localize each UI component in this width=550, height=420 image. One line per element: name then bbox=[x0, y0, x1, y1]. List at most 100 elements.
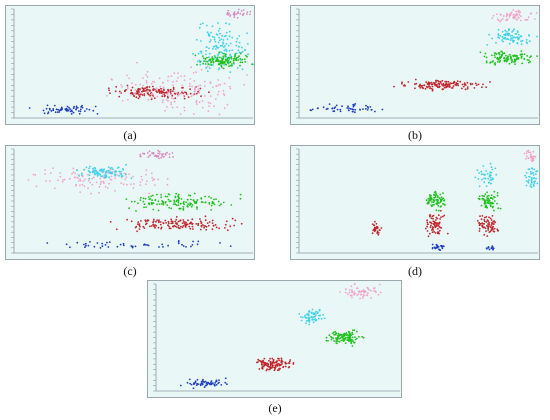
data-point bbox=[441, 83, 443, 86]
data-point bbox=[483, 195, 485, 197]
data-point bbox=[226, 13, 229, 16]
data-point bbox=[512, 29, 514, 32]
data-point bbox=[336, 337, 338, 339]
data-point bbox=[536, 170, 539, 173]
data-point bbox=[229, 245, 232, 247]
data-point bbox=[484, 52, 487, 55]
data-point bbox=[197, 224, 200, 227]
cluster-green bbox=[477, 190, 502, 212]
data-point bbox=[177, 204, 180, 206]
data-point bbox=[190, 198, 192, 201]
data-point bbox=[455, 84, 458, 87]
data-point bbox=[487, 200, 490, 203]
data-point bbox=[213, 36, 216, 39]
data-point bbox=[108, 89, 110, 92]
data-point bbox=[89, 241, 91, 243]
data-point bbox=[109, 92, 111, 95]
data-point bbox=[79, 179, 82, 182]
data-point bbox=[512, 54, 514, 57]
data-point bbox=[98, 191, 100, 194]
data-point bbox=[491, 177, 494, 180]
data-point bbox=[325, 336, 328, 339]
data-point bbox=[182, 202, 185, 204]
data-point bbox=[239, 58, 242, 60]
data-point bbox=[131, 92, 134, 94]
data-point bbox=[164, 153, 167, 156]
data-point bbox=[229, 53, 232, 56]
data-point bbox=[61, 180, 64, 183]
data-point bbox=[181, 243, 183, 246]
data-point bbox=[485, 170, 487, 172]
data-point bbox=[181, 90, 184, 92]
data-point bbox=[130, 93, 133, 96]
data-point bbox=[361, 297, 364, 299]
data-point bbox=[478, 224, 481, 227]
data-point bbox=[201, 100, 204, 102]
data-point bbox=[434, 192, 437, 194]
data-point bbox=[145, 206, 147, 208]
data-point bbox=[504, 34, 507, 37]
data-point bbox=[517, 33, 520, 36]
data-point bbox=[209, 59, 212, 62]
data-point bbox=[362, 108, 364, 110]
data-point bbox=[243, 48, 246, 51]
data-point bbox=[167, 100, 170, 102]
data-point bbox=[102, 180, 105, 183]
data-point bbox=[180, 198, 183, 200]
data-point bbox=[190, 383, 193, 386]
data-point bbox=[71, 172, 73, 175]
data-point bbox=[139, 184, 142, 187]
data-point bbox=[461, 87, 463, 90]
data-point bbox=[438, 249, 441, 251]
data-point bbox=[182, 206, 185, 208]
data-point bbox=[149, 154, 152, 156]
data-point bbox=[491, 17, 494, 20]
data-point bbox=[279, 363, 282, 366]
data-point bbox=[482, 226, 484, 229]
data-point bbox=[490, 224, 493, 226]
data-point bbox=[305, 319, 308, 322]
data-point bbox=[218, 36, 221, 39]
data-point bbox=[478, 230, 481, 232]
data-point bbox=[206, 31, 209, 34]
data-point bbox=[300, 319, 303, 322]
data-point bbox=[186, 205, 189, 208]
data-point bbox=[144, 197, 147, 200]
data-point bbox=[289, 359, 292, 361]
data-point bbox=[347, 105, 349, 108]
cluster-green bbox=[194, 51, 254, 70]
data-point bbox=[504, 36, 506, 39]
data-point bbox=[429, 87, 431, 90]
data-point bbox=[525, 176, 528, 179]
data-point bbox=[477, 178, 480, 180]
data-point bbox=[381, 108, 384, 111]
data-point bbox=[276, 369, 279, 372]
data-point bbox=[476, 220, 479, 222]
data-point bbox=[241, 68, 244, 71]
scatter-plot-c bbox=[5, 145, 255, 260]
data-point bbox=[314, 315, 316, 318]
data-point bbox=[442, 82, 445, 85]
data-point bbox=[203, 226, 206, 229]
data-point bbox=[511, 31, 514, 33]
data-point bbox=[484, 177, 487, 180]
data-point bbox=[84, 110, 86, 112]
data-point bbox=[168, 225, 171, 228]
data-point bbox=[152, 85, 154, 88]
data-point bbox=[188, 225, 191, 228]
data-point bbox=[219, 242, 221, 244]
data-point bbox=[227, 9, 230, 12]
data-point bbox=[46, 242, 49, 244]
data-point bbox=[302, 316, 304, 319]
data-point bbox=[194, 87, 196, 90]
data-point bbox=[130, 183, 132, 186]
data-point bbox=[527, 157, 530, 160]
data-point bbox=[474, 176, 477, 179]
data-point bbox=[225, 59, 228, 62]
data-point bbox=[204, 195, 207, 198]
data-point bbox=[488, 248, 491, 251]
data-point bbox=[288, 362, 291, 365]
data-point bbox=[208, 56, 210, 59]
data-point bbox=[377, 293, 380, 296]
data-point bbox=[108, 172, 111, 174]
